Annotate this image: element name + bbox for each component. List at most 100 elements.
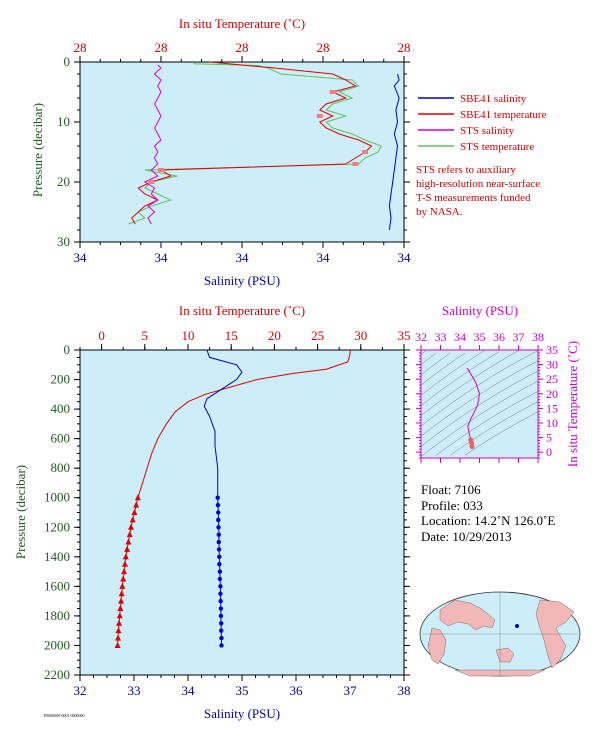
ts-x-tick-label: 35 [474, 330, 486, 344]
bottom-series [114, 349, 351, 648]
x-bottom-tick-label: 34 [236, 250, 250, 265]
y-tick-label: 600 [51, 431, 71, 446]
temperature-marker [122, 553, 129, 560]
y-tick-label: 1000 [44, 490, 70, 505]
temperature-marker [120, 575, 127, 582]
x-bottom-tick-label: 34 [155, 250, 169, 265]
profile-date: Date: 10/29/2013 [421, 528, 512, 544]
y-tick-label: 30 [57, 234, 70, 249]
density-contour [420, 370, 539, 447]
float-location: Location: 14.2˚N 126.0˚E [421, 513, 556, 528]
temperature-data-marker [362, 150, 369, 154]
legend-label: SBE41 temperature [460, 109, 547, 121]
x-top-tick-label: 25 [311, 328, 324, 343]
profile-number: Profile: 033 [421, 497, 483, 513]
ts-y-tick-label: 5 [546, 431, 552, 445]
temperature-marker [117, 605, 124, 612]
x-top-tick-label: 28 [155, 40, 168, 55]
series-sts-salinity [143, 64, 162, 225]
bottom-panel: 0200400600800100012001400160018002000220… [13, 303, 411, 721]
temperature-marker [115, 627, 122, 634]
temperature-marker [127, 523, 134, 530]
bottom-plot-area [79, 349, 405, 676]
bottom-temp-axis-title: In situ Temperature (˚C) [179, 303, 305, 318]
y-tick-label: 2000 [44, 637, 70, 652]
salinity-marker [215, 495, 220, 500]
salinity-marker [218, 606, 224, 611]
ts-plot-area [420, 349, 539, 459]
ts-y-tick-label: 20 [546, 387, 558, 401]
y-tick-label: 20 [57, 174, 70, 189]
x-bottom-tick-label: 33 [128, 683, 141, 698]
salinity-marker [216, 525, 221, 530]
salinity-marker [216, 539, 221, 545]
y-tick-label: 0 [64, 54, 71, 69]
salinity-marker [218, 598, 223, 604]
x-top-tick-label: 28 [236, 40, 249, 55]
x-top-tick-label: 10 [182, 328, 195, 343]
top-plot-area [79, 61, 405, 243]
density-contour [435, 391, 539, 456]
x-bottom-tick-label: 36 [290, 683, 304, 698]
density-contour [420, 350, 427, 355]
y-tick-label: 2200 [44, 667, 70, 682]
salinity-marker [219, 628, 224, 633]
salinity-marker [217, 569, 223, 574]
x-top-tick-label: 35 [398, 328, 411, 343]
x-top-tick-label: 28 [317, 40, 330, 55]
salinity-marker [217, 576, 223, 582]
x-bottom-tick-label: 34 [398, 250, 412, 265]
x-bottom-tick-label: 34 [317, 250, 331, 265]
ts-x-tick-label: 33 [435, 330, 447, 344]
temperature-marker [125, 538, 132, 545]
ts-deep-point [469, 444, 475, 450]
ts-x-tick-label: 37 [513, 330, 525, 344]
y-tick-label: 0 [64, 342, 71, 357]
map-land-eurasia [439, 599, 496, 631]
x-bottom-tick-label: 37 [344, 683, 358, 698]
temperature-marker [126, 531, 133, 538]
y-tick-label: 10 [57, 114, 70, 129]
temperature-marker [129, 516, 136, 523]
bottom-ticks: 0200400600800100012001400160018002000220… [44, 328, 411, 698]
salinity-marker [218, 613, 224, 619]
x-bottom-tick-label: 35 [236, 683, 249, 698]
ts-x-tick-label: 32 [415, 330, 427, 344]
density-contour [420, 352, 466, 386]
y-tick-label: 800 [51, 460, 71, 475]
ts-x-tick-label: 36 [493, 330, 505, 344]
float-info: Float: 7106 Profile: 033 Location: 14.2˚… [421, 482, 555, 544]
sts-note: STS refers to auxiliary high-resolution … [416, 163, 601, 219]
density-contour [420, 353, 436, 365]
map-land-australia [495, 647, 515, 663]
salinity-marker [218, 591, 223, 596]
y-tick-label: 200 [51, 372, 71, 387]
y-tick-label: 1600 [44, 578, 70, 593]
density-contour [450, 401, 539, 456]
series-sbe41-temperature [131, 61, 373, 225]
y-tick-label: 1800 [44, 608, 70, 623]
temperature-marker [118, 590, 125, 597]
salinity-marker [215, 502, 221, 508]
top-temp-axis-title: In situ Temperature (˚C) [179, 16, 305, 31]
density-contour [420, 350, 539, 427]
ts-sal-axis-title: Salinity (PSU) [442, 303, 518, 318]
sts-note-line: high-resolution near-surface [416, 178, 541, 190]
legend-label: STS salinity [460, 125, 515, 137]
salinity-marker [216, 532, 221, 537]
temperature-marker [134, 494, 141, 501]
density-contour [420, 351, 500, 406]
x-bottom-tick-label: 32 [74, 683, 87, 698]
temperature-marker [115, 634, 122, 641]
temperature-marker [124, 545, 131, 552]
top-series [128, 61, 400, 231]
temperature-marker [119, 582, 126, 589]
top-sal-axis-title: Salinity (PSU) [204, 273, 280, 288]
temperature-data-marker [352, 162, 359, 166]
temperature-marker [116, 612, 123, 619]
x-top-tick-label: 30 [354, 328, 367, 343]
float-id: Float: 7106 [421, 482, 481, 497]
temperature-data-marker [148, 180, 155, 184]
